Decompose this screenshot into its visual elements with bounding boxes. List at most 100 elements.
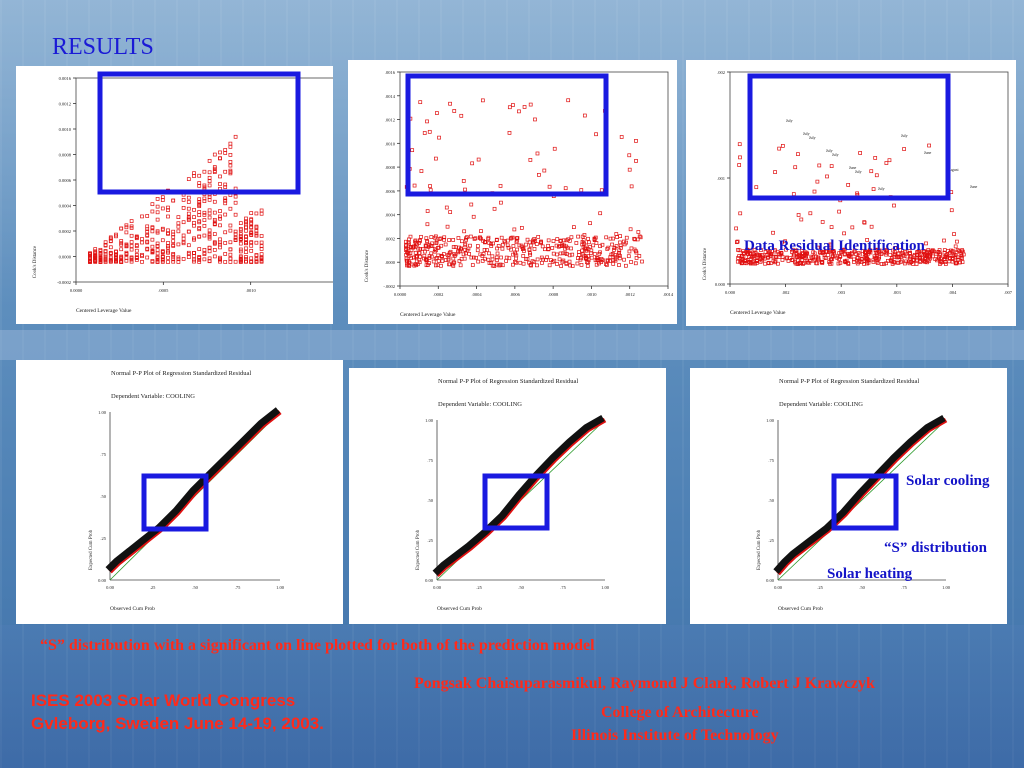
- data-point: [739, 258, 744, 263]
- data-point: [181, 206, 186, 210]
- point-label: June: [970, 184, 978, 189]
- data-point: [900, 258, 904, 263]
- data-point: [487, 241, 492, 245]
- data-point: [959, 249, 964, 254]
- data-point: [499, 235, 504, 240]
- data-point: [244, 246, 248, 251]
- data-point: [624, 240, 628, 245]
- data-point: [824, 249, 829, 254]
- data-point: [838, 255, 842, 259]
- data-point: [411, 245, 416, 249]
- data-point: [192, 237, 196, 242]
- data-point: [171, 243, 176, 247]
- data-point: [114, 250, 118, 254]
- data-point: [961, 252, 966, 257]
- data-point: [950, 249, 954, 254]
- data-point: [436, 259, 441, 263]
- data-point: [212, 210, 217, 215]
- data-point: [129, 257, 134, 262]
- data-point: [865, 238, 869, 242]
- y-tick-label: .25: [100, 536, 106, 541]
- data-point: [500, 263, 505, 268]
- data-point: [404, 239, 408, 244]
- data-point: [413, 245, 418, 249]
- data-point: [514, 236, 519, 241]
- data-point: [594, 241, 599, 245]
- data-point: [418, 238, 422, 243]
- data-point: [238, 247, 243, 252]
- data-point: [884, 261, 888, 266]
- chart-pp-2: Normal P-P Plot of Regression Standardiz…: [416, 378, 610, 612]
- data-point: [457, 245, 461, 250]
- data-point: [599, 188, 604, 193]
- data-point: [474, 255, 478, 260]
- data-point: [197, 227, 202, 232]
- data-point: [197, 183, 202, 188]
- data-point: [425, 119, 429, 124]
- data-point: [436, 245, 441, 250]
- background-horizontal-band: [0, 330, 1024, 360]
- data-point: [771, 254, 776, 259]
- y-tick-label: 0.00: [98, 578, 107, 583]
- data-point: [791, 192, 796, 196]
- data-point: [931, 248, 935, 253]
- data-point: [863, 251, 868, 256]
- data-point: [228, 144, 233, 149]
- data-point: [577, 250, 581, 254]
- data-point: [103, 252, 108, 257]
- data-point: [817, 163, 822, 168]
- data-point: [786, 258, 791, 263]
- data-point: [618, 234, 622, 238]
- data-point: [456, 250, 461, 255]
- data-point: [140, 214, 144, 219]
- data-point: [788, 256, 793, 260]
- data-point: [540, 260, 544, 265]
- x-tick-label: .75: [560, 585, 566, 590]
- data-point: [442, 235, 447, 240]
- data-point: [846, 183, 851, 187]
- data-point: [808, 211, 813, 216]
- data-point: [579, 263, 584, 267]
- data-point: [885, 249, 890, 254]
- data-point: [511, 262, 515, 267]
- data-point: [462, 256, 467, 261]
- chart-title: Normal P-P Plot of Regression Standardiz…: [438, 378, 578, 385]
- data-point: [414, 263, 419, 268]
- data-point: [171, 252, 176, 256]
- data-point: [434, 156, 438, 161]
- x-tick-label: .0004: [472, 292, 483, 297]
- data-point: [796, 254, 801, 258]
- data-point: [160, 206, 165, 211]
- data-point: [197, 247, 202, 251]
- data-point: [207, 245, 212, 250]
- data-point: [543, 247, 547, 252]
- data-point: [155, 241, 160, 246]
- data-point: [228, 256, 233, 261]
- data-point: [521, 254, 526, 258]
- data-point: [777, 146, 782, 151]
- data-point: [762, 256, 767, 261]
- data-point: [495, 246, 499, 251]
- data-point: [108, 259, 113, 263]
- data-point: [750, 255, 755, 259]
- data-point: [119, 260, 124, 264]
- data-point: [608, 236, 613, 241]
- data-point: [539, 255, 544, 260]
- data-point: [767, 250, 771, 255]
- data-point: [207, 208, 212, 213]
- x-axis-label: Centered Leverage Value: [400, 312, 456, 318]
- data-point: [532, 247, 537, 251]
- data-point: [207, 228, 212, 233]
- data-point: [456, 249, 460, 254]
- data-point: [814, 254, 818, 259]
- data-point: [129, 224, 134, 229]
- y-tick-label: .75: [100, 452, 106, 457]
- data-point: [525, 237, 530, 242]
- data-point: [592, 252, 597, 256]
- data-point: [408, 251, 413, 256]
- y-tick-label: 0.0000: [59, 255, 72, 260]
- data-point: [155, 255, 160, 260]
- data-point: [254, 240, 259, 245]
- data-point: [249, 260, 254, 264]
- data-point: [598, 211, 603, 216]
